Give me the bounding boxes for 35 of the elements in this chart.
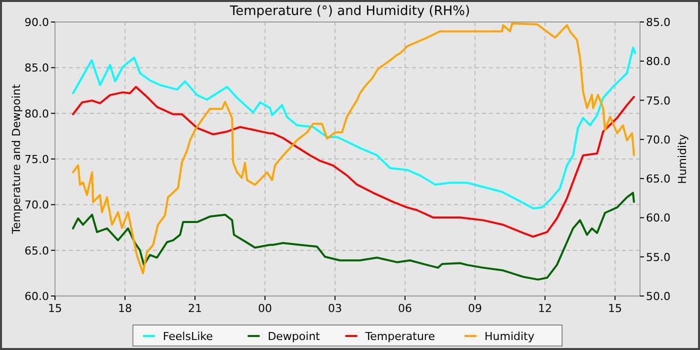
line-series xyxy=(72,86,635,238)
x-tick-label: 21 xyxy=(188,302,202,315)
x-tick-label: 15 xyxy=(48,302,62,315)
x-tick-label: 12 xyxy=(538,302,552,315)
legend-label: Temperature xyxy=(364,330,436,343)
y2-tick-label: 80.0 xyxy=(646,55,670,68)
x-tick-label: 06 xyxy=(398,302,412,315)
y2-tick-label: 75.0 xyxy=(646,94,670,108)
y-tick-label: 65.0 xyxy=(24,244,49,258)
y-tick-label: 90.0 xyxy=(24,16,49,29)
y2-tick-label: 85.0 xyxy=(646,16,670,29)
legend-label: FeelsLike xyxy=(162,330,214,343)
y-tick-label: 60.0 xyxy=(24,290,49,303)
y-tick-label: 80.0 xyxy=(24,107,49,120)
y2-axis-title: Humidity xyxy=(676,134,689,184)
line-series xyxy=(72,46,636,210)
chart-title: Temperature (°) and Humidity (RH%) xyxy=(228,4,470,19)
y2-tick-label: 60.0 xyxy=(646,212,670,225)
y-tick-label: 75.0 xyxy=(24,153,49,166)
y-tick-label: 70.0 xyxy=(24,198,49,212)
line-series xyxy=(72,22,635,274)
legend-label: Humidity xyxy=(484,330,535,343)
y-axis-title: Temperature and Dewpoint xyxy=(10,83,23,235)
y2-tick-label: 70.0 xyxy=(646,133,670,146)
line-series xyxy=(72,192,635,281)
y-tick-label: 85.0 xyxy=(24,62,49,75)
x-tick-label: 09 xyxy=(468,302,482,315)
x-tick-label: 15 xyxy=(608,302,622,315)
x-tick-label: 03 xyxy=(328,302,342,315)
y2-tick-label: 65.0 xyxy=(646,172,670,186)
y2-tick-label: 50.0 xyxy=(646,290,670,303)
legend-label: Dewpoint xyxy=(268,330,321,343)
x-tick-label: 18 xyxy=(118,302,132,315)
y2-tick-label: 55.0 xyxy=(646,250,670,264)
x-tick-label: 00 xyxy=(258,302,272,315)
